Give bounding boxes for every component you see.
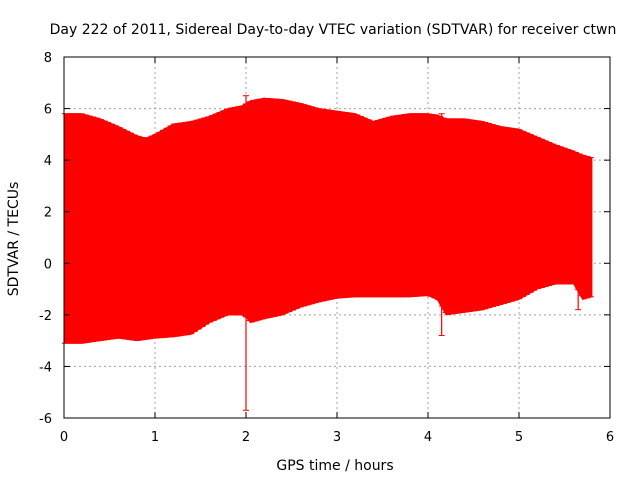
data-layer — [62, 95, 594, 411]
x-tick-label: 1 — [151, 430, 159, 445]
chart-title: Day 222 of 2011, Sidereal Day-to-day VTE… — [50, 22, 617, 38]
x-tick-label: 6 — [606, 430, 614, 445]
y-tick-label: -6 — [39, 412, 52, 427]
x-tick-label: 3 — [333, 430, 341, 445]
x-axis-label: GPS time / hours — [276, 458, 393, 474]
y-tick-label: 0 — [44, 257, 52, 272]
x-tick-label: 0 — [60, 430, 68, 445]
y-tick-label: 6 — [44, 103, 52, 118]
y-tick-label: -4 — [39, 360, 52, 375]
y-axis-label: SDTVAR / TECUs — [6, 182, 22, 297]
y-tick-label: 2 — [44, 206, 52, 221]
y-tick-label: 4 — [44, 154, 52, 169]
x-tick-labels: 0 1 2 3 4 5 6 — [60, 430, 614, 445]
y-tick-label: 8 — [44, 51, 52, 66]
y-tick-label: -2 — [39, 309, 52, 324]
ticks — [63, 56, 611, 419]
x-tick-label: 5 — [515, 430, 523, 445]
x-tick-label: 2 — [242, 430, 250, 445]
y-tick-labels: -6 -4 -2 0 2 4 6 8 — [39, 51, 52, 427]
x-tick-label: 4 — [424, 430, 432, 445]
